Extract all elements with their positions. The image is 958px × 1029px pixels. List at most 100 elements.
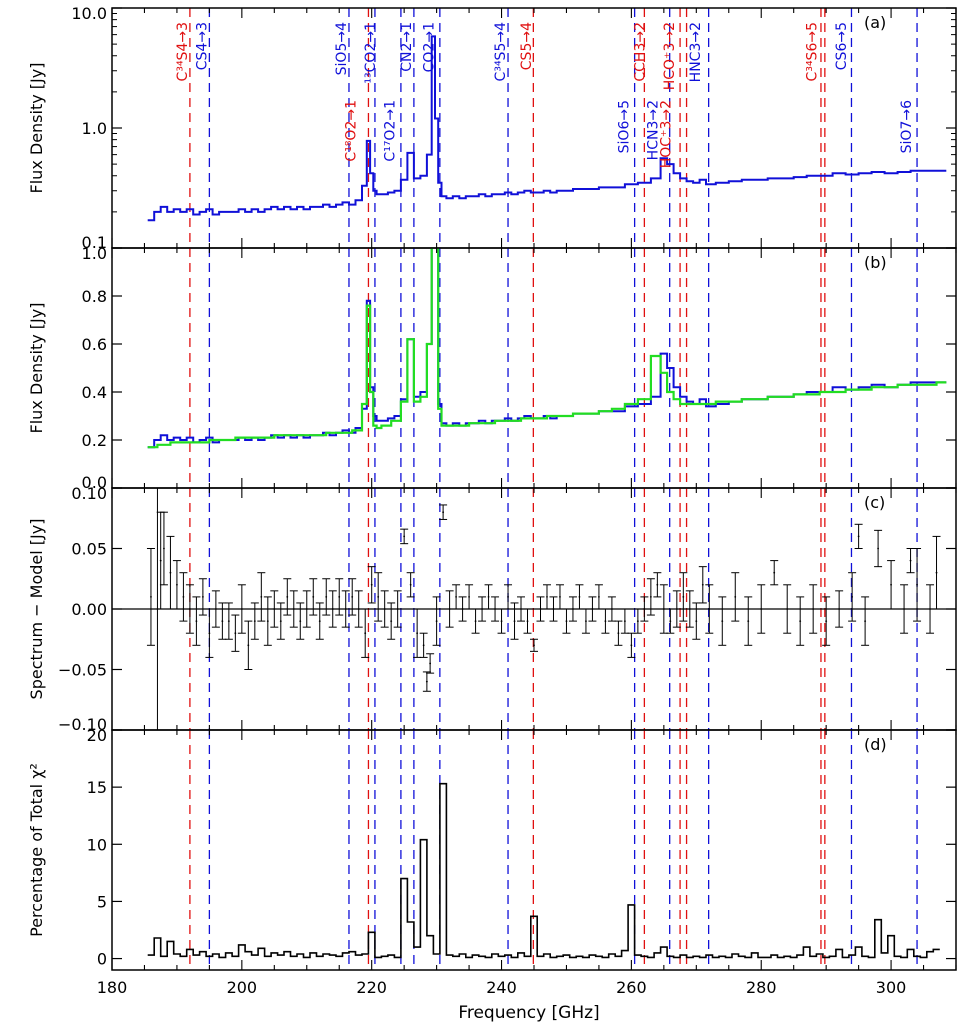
transition-label: C³⁴S6→5 bbox=[805, 22, 821, 81]
panel-label: (a) bbox=[864, 13, 886, 32]
x-tick-label: 200 bbox=[227, 978, 258, 997]
transition-label: C¹⁷O2→1 bbox=[383, 100, 399, 162]
residual-point bbox=[169, 571, 172, 574]
residual-point bbox=[851, 596, 854, 598]
residual-point bbox=[585, 620, 587, 622]
residual-point bbox=[533, 644, 535, 647]
y-tick-label: 5 bbox=[97, 892, 107, 911]
plot-area bbox=[112, 488, 956, 730]
y-tick-label: 0.4 bbox=[82, 383, 107, 402]
residual-point bbox=[935, 571, 938, 574]
residual-point bbox=[507, 596, 509, 598]
panel-c: −0.10 −0.05 0.00 0.05 0.10 (c) Spectrum − Mode… bbox=[27, 484, 957, 734]
transition-label: SiO7→6 bbox=[899, 100, 915, 153]
residual-point bbox=[195, 620, 198, 622]
residual-point bbox=[163, 547, 165, 550]
y-tick-label: −0.05 bbox=[58, 661, 107, 680]
y-tick-label: 0.1 bbox=[82, 233, 107, 252]
residual-point bbox=[266, 620, 269, 622]
transition-label: C¹⁸O2→1 bbox=[344, 100, 360, 162]
residual-point bbox=[299, 620, 302, 622]
y-axis-label: Percentage of Total χ² bbox=[27, 763, 46, 937]
y-tick-label: 10.0 bbox=[71, 4, 107, 23]
residual-point bbox=[214, 608, 217, 610]
residual-point bbox=[409, 583, 412, 586]
x-tick-label: 280 bbox=[746, 978, 777, 997]
residual-point bbox=[201, 596, 204, 598]
panel-label: (d) bbox=[864, 735, 887, 754]
transition-label: CS4→3 bbox=[194, 22, 210, 70]
residual-point bbox=[150, 596, 152, 598]
residual-point bbox=[864, 620, 867, 622]
residual-point bbox=[857, 535, 860, 538]
transition-label: HNC3→2 bbox=[688, 22, 704, 82]
residual-point bbox=[481, 608, 483, 610]
y-tick-label: 20 bbox=[87, 726, 107, 745]
y-tick-label: 0.05 bbox=[71, 540, 107, 559]
y-axis-label: Flux Density [Jy] bbox=[27, 303, 46, 434]
y-tick-label: 1.0 bbox=[82, 244, 107, 263]
residual-point bbox=[325, 596, 328, 598]
residual-point bbox=[909, 559, 912, 562]
residual-point bbox=[546, 596, 548, 598]
residual-point bbox=[669, 620, 672, 622]
residual-point bbox=[396, 608, 399, 610]
panel-label: (b) bbox=[864, 253, 887, 272]
residual-point bbox=[357, 608, 360, 610]
plot-area bbox=[147, 248, 947, 449]
transition-label: CCH3→2 bbox=[633, 22, 649, 82]
y-tick-label: 0.2 bbox=[82, 431, 107, 450]
residual-point bbox=[176, 583, 178, 586]
x-axis-label: Frequency [GHz] bbox=[458, 1003, 599, 1023]
residual-point bbox=[636, 620, 639, 622]
residual-point bbox=[416, 632, 419, 635]
residual-point bbox=[487, 596, 490, 598]
y-tick-label: 0.0 bbox=[82, 473, 107, 492]
residual-point bbox=[578, 596, 581, 598]
residual-point bbox=[429, 662, 432, 665]
residual-point bbox=[838, 608, 841, 610]
y-tick-label: −0.10 bbox=[58, 715, 107, 734]
x-tick-label: 300 bbox=[876, 978, 907, 997]
residual-point bbox=[675, 608, 678, 610]
transition-label: HOC⁺3→2 bbox=[659, 100, 675, 168]
transition-label: CS6→5 bbox=[834, 22, 850, 70]
residual-point bbox=[474, 620, 477, 622]
residual-point bbox=[494, 608, 496, 610]
residual-point bbox=[611, 608, 613, 610]
residual-point bbox=[552, 608, 555, 610]
residual-point bbox=[760, 608, 763, 610]
residual-point bbox=[656, 583, 659, 586]
residual-point bbox=[383, 608, 386, 610]
residual-point bbox=[468, 596, 470, 598]
x-tick-label: 260 bbox=[616, 978, 647, 997]
residual-point bbox=[630, 644, 633, 647]
chi2-histogram bbox=[147, 782, 940, 959]
y-tick-label: 0.00 bbox=[71, 600, 107, 619]
residual-point bbox=[305, 608, 308, 610]
residual-point bbox=[682, 596, 685, 598]
residual-point bbox=[799, 620, 802, 622]
residual-point bbox=[695, 620, 698, 622]
residual-point bbox=[649, 596, 652, 598]
transition-lines bbox=[189, 248, 918, 488]
residual-point bbox=[338, 596, 341, 598]
residual-point bbox=[435, 620, 438, 622]
residual-point bbox=[461, 608, 464, 610]
residual-point bbox=[351, 596, 354, 598]
residual-point bbox=[721, 620, 724, 622]
residual-point bbox=[370, 583, 373, 586]
residual-point bbox=[260, 596, 263, 598]
residual-point bbox=[344, 608, 347, 610]
transition-lines bbox=[189, 730, 918, 970]
residual-point bbox=[903, 608, 905, 610]
plot-area bbox=[147, 35, 947, 222]
residual-point bbox=[318, 620, 321, 622]
residual-point bbox=[688, 608, 691, 610]
y-tick-label: 1.0 bbox=[82, 119, 107, 138]
residual-point bbox=[159, 559, 162, 562]
panel-label: (c) bbox=[864, 493, 885, 512]
transition-label: CO2→1 bbox=[422, 22, 438, 72]
residual-point bbox=[240, 608, 243, 610]
